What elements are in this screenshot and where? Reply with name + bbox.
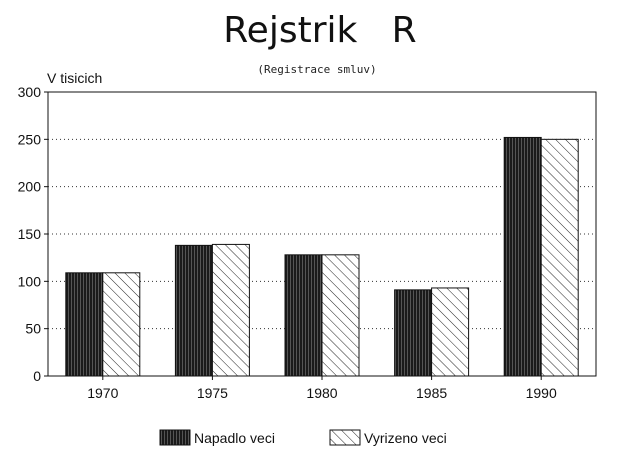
x-axis-ticks: 1970 1975 1980 1985 1990 xyxy=(87,376,557,401)
bar-vyrizeno-1985 xyxy=(431,287,470,377)
bar-vyrizeno-1975 xyxy=(211,243,250,377)
y-tick-label: 150 xyxy=(18,226,42,242)
legend-label-vyrizeno: Vyrizeno veci xyxy=(364,430,447,446)
y-tick-label: 300 xyxy=(18,84,42,100)
chart-subtitle: (Registrace smluv) xyxy=(257,63,376,76)
chart-title: Rejstrik R xyxy=(223,10,416,51)
legend: Napadlo veci Vyrizeno veci xyxy=(159,429,447,446)
bar-napadlo-1985 xyxy=(394,289,433,377)
y-tick-label: 250 xyxy=(18,131,42,147)
bar-vyrizeno-1970 xyxy=(102,272,141,377)
bars xyxy=(65,136,579,377)
y-axis-ticks: 0 50 100 150 200 250 300 xyxy=(18,84,48,384)
y-tick-label: 100 xyxy=(18,273,42,289)
bar-napadlo-1975 xyxy=(174,244,213,377)
x-tick-label: 1985 xyxy=(416,385,447,401)
x-tick-label: 1990 xyxy=(526,385,557,401)
legend-swatch-napadlo xyxy=(159,429,191,446)
y-axis-label: V tisicich xyxy=(47,70,102,86)
x-tick-label: 1970 xyxy=(87,385,118,401)
x-tick-label: 1980 xyxy=(306,385,337,401)
y-tick-label: 50 xyxy=(25,321,41,337)
y-tick-label: 0 xyxy=(33,368,41,384)
legend-label-napadlo: Napadlo veci xyxy=(194,430,275,446)
y-tick-label: 200 xyxy=(18,179,42,195)
bar-napadlo-1980 xyxy=(284,254,323,377)
legend-swatch-vyrizeno xyxy=(329,429,361,446)
bar-napadlo-1970 xyxy=(65,272,104,377)
bar-vyrizeno-1980 xyxy=(321,254,360,377)
x-tick-label: 1975 xyxy=(197,385,228,401)
bar-napadlo-1990 xyxy=(503,136,542,377)
bar-vyrizeno-1990 xyxy=(540,138,579,377)
